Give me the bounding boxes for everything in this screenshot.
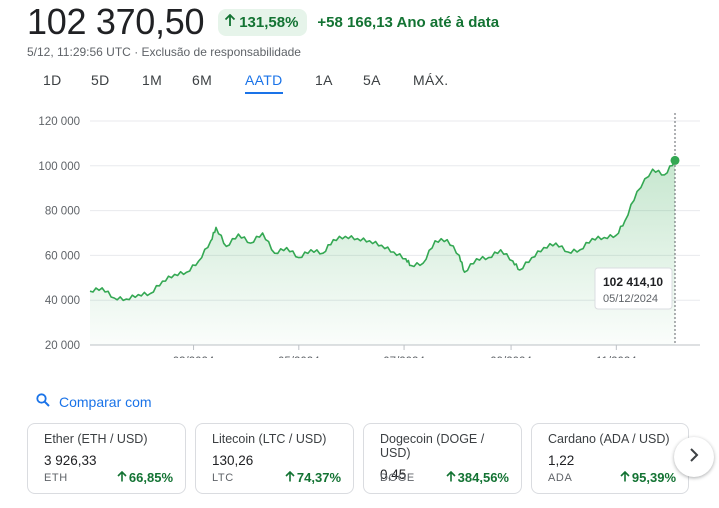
price-header: 102 370,50 131,58% +58 166,13 Ano até à … — [27, 2, 499, 42]
current-point — [670, 155, 680, 165]
disclaimer-link[interactable]: Exclusão de responsabilidade — [141, 45, 301, 59]
range-tab-aatd[interactable]: AATD — [245, 72, 283, 94]
arrow-up-icon — [117, 470, 127, 482]
card-name: Ether (ETH / USD) — [44, 432, 148, 446]
change-period: Ano até à data — [396, 13, 500, 31]
card-name: Dogecoin (DOGE / USD) — [380, 432, 485, 460]
card-value: 1,22 — [548, 453, 575, 468]
card-name: Cardano (ADA / USD) — [548, 432, 670, 446]
percent-change-badge: 131,58% — [218, 8, 308, 36]
y-tick-label: 40 000 — [45, 295, 80, 307]
arrow-up-icon — [620, 470, 630, 482]
search-icon — [36, 393, 50, 410]
card-ada[interactable]: Cardano (ADA / USD) 1,22 ADA 95,39% — [531, 423, 689, 494]
separator: · — [134, 45, 139, 59]
card-value: 3 926,33 — [44, 453, 97, 468]
tooltip-date: 05/12/2024 — [603, 293, 658, 305]
arrow-up-icon — [285, 470, 295, 482]
arrow-up-icon — [446, 470, 456, 482]
card-value: 0,45 — [380, 467, 407, 482]
card-change: 74,37% — [285, 470, 341, 485]
card-value: 130,26 — [212, 453, 254, 468]
timestamp: 5/12, 11:29:56 UTC — [27, 45, 131, 59]
price-area — [90, 160, 675, 345]
card-change: 66,85% — [117, 470, 173, 485]
price-tooltip: 102 414,10 05/12/2024 — [594, 267, 673, 310]
x-tick-label: 03/2024 — [173, 356, 215, 358]
card-symbol: ADA — [548, 471, 573, 484]
x-tick-label: 05/2024 — [278, 356, 320, 358]
x-tick-label: 07/2024 — [383, 356, 425, 358]
range-tab-1d[interactable]: 1D — [43, 72, 62, 88]
card-name: Litecoin (LTC / USD) — [212, 432, 327, 446]
percent-change-value: 131,58% — [239, 13, 299, 31]
card-change: 95,39% — [620, 470, 676, 485]
current-price: 102 370,50 — [27, 1, 205, 42]
card-eth[interactable]: Ether (ETH / USD) 3 926,33 ETH 66,85% — [27, 423, 186, 494]
card-symbol: LTC — [212, 471, 234, 484]
range-tab-1a[interactable]: 1A — [315, 72, 333, 88]
range-tab-6m[interactable]: 6M — [192, 72, 213, 88]
absolute-change: +58 166,13 Ano até à data — [317, 14, 499, 31]
absolute-change-value: +58 166,13 — [317, 13, 393, 31]
compare-button[interactable]: Comparar com — [36, 393, 152, 410]
y-tick-label: 80 000 — [45, 206, 80, 218]
chevron-right-icon — [688, 447, 700, 468]
card-ltc[interactable]: Litecoin (LTC / USD) 130,26 LTC 74,37% — [195, 423, 354, 494]
arrow-up-icon — [224, 13, 236, 31]
card-change: 384,56% — [446, 470, 509, 485]
range-tab-5a[interactable]: 5A — [363, 72, 381, 88]
y-tick-label: 100 000 — [38, 161, 80, 173]
card-symbol: ETH — [44, 471, 68, 484]
card-doge[interactable]: Dogecoin (DOGE / USD) 0,45 DOGE 384,56% — [363, 423, 522, 494]
y-tick-label: 20 000 — [45, 340, 80, 352]
x-tick-label: 11/2024 — [596, 356, 637, 358]
related-cards: Ether (ETH / USD) 3 926,33 ETH 66,85% Li… — [27, 423, 689, 494]
range-tab-1m[interactable]: 1M — [142, 72, 163, 88]
price-line — [89, 160, 676, 302]
range-tab-max[interactable]: MÁX. — [413, 72, 449, 88]
price-chart[interactable]: 120 000 100 000 80 000 60 000 40 000 20 000 03… — [0, 108, 719, 358]
y-tick-label: 120 000 — [38, 116, 80, 128]
next-cards-button[interactable] — [674, 437, 714, 477]
compare-label: Comparar com — [59, 393, 152, 410]
range-tab-5d[interactable]: 5D — [91, 72, 110, 88]
tooltip-value: 102 414,10 — [603, 275, 663, 289]
timestamp-line: 5/12, 11:29:56 UTC · Exclusão de respons… — [27, 45, 301, 59]
x-tick-label: 09/2024 — [490, 356, 532, 358]
card-symbol: DOGE — [380, 471, 415, 484]
y-tick-label: 60 000 — [45, 250, 80, 262]
